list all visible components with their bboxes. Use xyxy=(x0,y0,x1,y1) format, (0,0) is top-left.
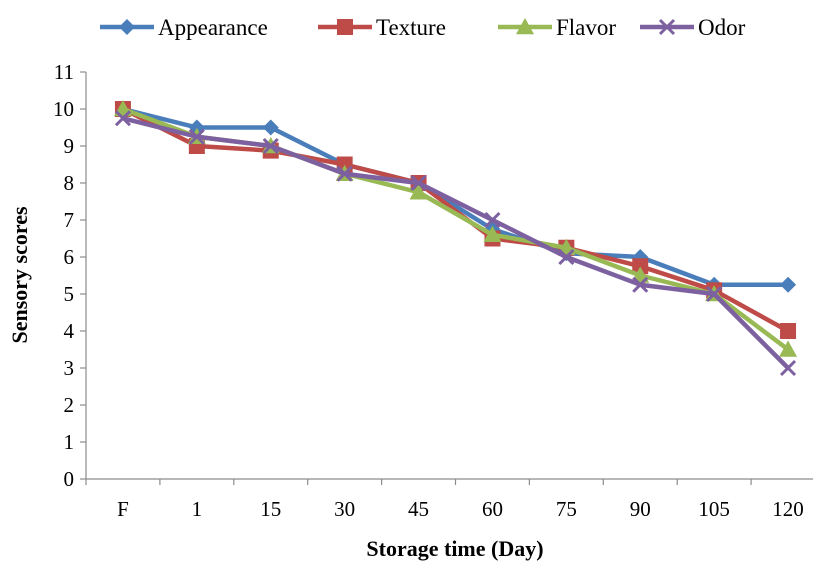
texture-line xyxy=(123,109,788,331)
x-tick-label: 1 xyxy=(192,497,203,521)
series-odor xyxy=(116,111,795,375)
y-tick-label: 3 xyxy=(64,356,75,380)
x-tick-label: 45 xyxy=(408,497,429,521)
x-tick-label: 105 xyxy=(698,497,730,521)
y-tick-label: 1 xyxy=(64,430,75,454)
x-tick-label: 60 xyxy=(482,497,503,521)
x-tick-label: 30 xyxy=(334,497,355,521)
legend-item-appearance: Appearance xyxy=(100,15,268,40)
flavor-line xyxy=(123,109,788,350)
odor-line xyxy=(123,118,788,368)
y-axis-title: Sensory scores xyxy=(7,206,32,344)
plot-area xyxy=(114,100,797,375)
y-tick-label: 2 xyxy=(64,393,75,417)
x-tick-label: 120 xyxy=(772,497,804,521)
legend-item-odor: Odor xyxy=(640,15,746,40)
y-tick-label: 0 xyxy=(64,467,75,491)
y-tick-label: 8 xyxy=(64,171,75,195)
texture-point xyxy=(780,323,796,339)
legend-appearance-label: Appearance xyxy=(158,15,268,40)
y-tick-label: 4 xyxy=(64,319,75,343)
appearance-point xyxy=(780,277,796,293)
y-tick-label: 6 xyxy=(64,245,75,269)
legend-flavor-label: Flavor xyxy=(556,15,616,40)
legend-appearance-marker xyxy=(119,19,135,35)
appearance-line xyxy=(123,109,788,285)
legend-item-flavor: Flavor xyxy=(498,15,616,40)
appearance-point xyxy=(263,120,279,136)
x-axis: F 1 15 30 45 60 75 90 105 120 xyxy=(86,479,813,521)
series-appearance xyxy=(115,101,796,293)
x-tick-label: 90 xyxy=(630,497,651,521)
x-tick-label: 15 xyxy=(260,497,281,521)
legend-item-texture: Texture xyxy=(318,15,446,40)
x-axis-title: Storage time (Day) xyxy=(366,536,543,561)
y-tick-label: 9 xyxy=(64,134,75,158)
y-axis: 0 1 2 3 4 5 6 7 8 9 10 11 xyxy=(53,60,86,491)
series-texture xyxy=(115,101,796,339)
y-tick-label: 7 xyxy=(64,208,75,232)
legend: Appearance Texture Flavor Odor xyxy=(100,15,746,40)
x-tick-label: 75 xyxy=(556,497,577,521)
odor-point xyxy=(781,361,795,375)
y-tick-label: 10 xyxy=(53,97,74,121)
legend-texture-label: Texture xyxy=(376,15,446,40)
legend-texture-marker xyxy=(337,19,353,35)
legend-odor-label: Odor xyxy=(698,15,746,40)
y-tick-label: 11 xyxy=(54,60,74,84)
y-tick-label: 5 xyxy=(64,282,75,306)
x-tick-label: F xyxy=(117,497,129,521)
